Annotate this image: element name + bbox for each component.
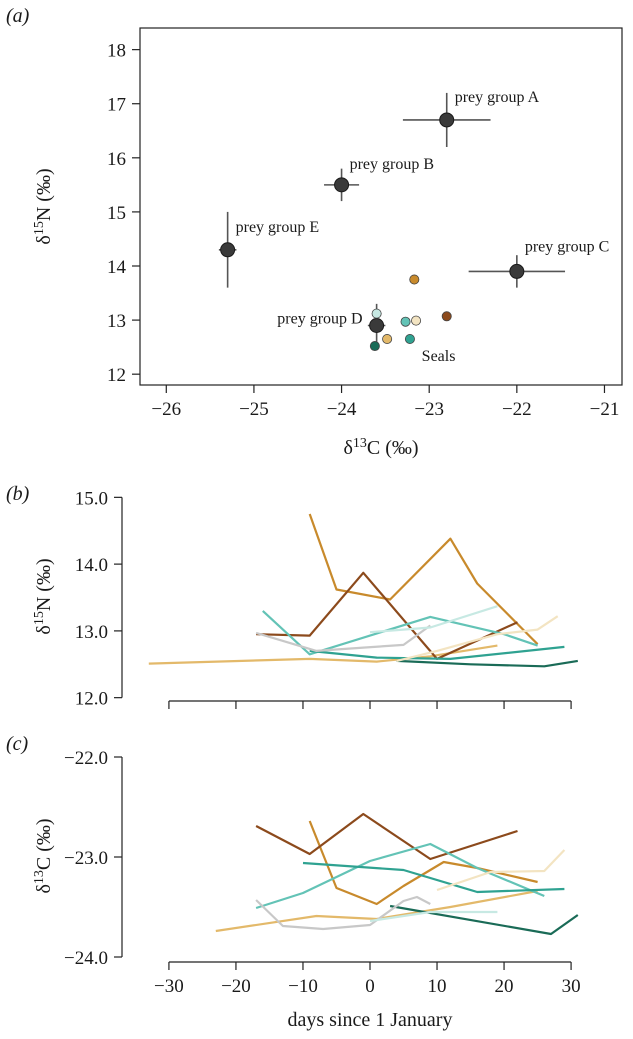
series-line bbox=[389, 904, 579, 936]
axis-label-superscript: 15 bbox=[32, 611, 47, 625]
series-line bbox=[396, 659, 578, 668]
axis-label-superscript: 13 bbox=[32, 870, 47, 884]
prey-group-label: prey group D bbox=[277, 311, 362, 328]
series-line bbox=[255, 624, 431, 653]
x-tick-label-a: −24 bbox=[327, 399, 357, 420]
prey-group-point bbox=[369, 318, 385, 333]
y-tick-label-a: 18 bbox=[107, 41, 126, 62]
x-tick-label-a: −26 bbox=[151, 399, 181, 420]
y-axis-label-a: δ15N (‰) bbox=[32, 168, 56, 244]
prey-group-point bbox=[334, 177, 350, 193]
seal-point bbox=[382, 334, 393, 345]
y-tick-label-a: 14 bbox=[107, 257, 127, 278]
x-tick-label-c: 10 bbox=[428, 976, 447, 997]
prey-group-label: prey group B bbox=[350, 156, 434, 173]
seals-label: Seals bbox=[422, 348, 456, 365]
panel-b: (b) 12.0 13.0 14.0 15.0 δ15N (‰) bbox=[6, 483, 578, 710]
series-line bbox=[255, 812, 518, 861]
axis-label-suffix: C (‰) bbox=[367, 437, 419, 459]
series-line bbox=[369, 910, 498, 923]
prey-group-point bbox=[509, 263, 525, 279]
panel-label-a: (a) bbox=[6, 5, 30, 27]
axis-label-prefix: δ bbox=[33, 884, 55, 893]
series-line bbox=[436, 849, 566, 892]
axis-label-prefix: δ bbox=[33, 235, 55, 244]
x-tick-label-a: −21 bbox=[590, 399, 620, 420]
x-tick-label-c: 20 bbox=[495, 976, 514, 997]
y-tick-label-b: 14.0 bbox=[75, 555, 108, 576]
x-tick-label-c: −10 bbox=[288, 976, 318, 997]
x-axis-label-c: days since 1 January bbox=[288, 1009, 453, 1031]
plot-frame-a bbox=[139, 27, 623, 386]
seal-point bbox=[371, 308, 382, 319]
axis-label-suffix: N (‰) bbox=[33, 168, 55, 221]
prey-group-label: prey group A bbox=[455, 89, 540, 106]
seal-point bbox=[369, 341, 380, 352]
x-tick-label-a: −22 bbox=[502, 399, 532, 420]
series-line bbox=[255, 895, 431, 931]
y-tick-label-c: −22.0 bbox=[64, 748, 108, 769]
axis-label-prefix: δ bbox=[33, 625, 55, 634]
prey-group-point bbox=[220, 242, 236, 258]
series-line bbox=[369, 605, 498, 634]
x-tick-label-c: 30 bbox=[562, 976, 581, 997]
series-line bbox=[396, 615, 559, 662]
seal-point bbox=[441, 311, 452, 322]
y-tick-label-a: 12 bbox=[107, 365, 126, 386]
series-line bbox=[256, 571, 518, 661]
panel-c: (c) −24.0 −23.0 −22.0 −30 −20 −10 0 10 20 30 δ13C (… bbox=[6, 733, 581, 1031]
x-axis-label-a: δ13C (‰) bbox=[343, 436, 418, 460]
seal-point bbox=[409, 274, 420, 285]
seal-point bbox=[404, 334, 415, 345]
y-tick-label-b: 15.0 bbox=[75, 488, 108, 509]
x-tick-label-a: −23 bbox=[414, 399, 444, 420]
prey-group-label: prey group E bbox=[236, 219, 320, 236]
y-tick-label-b: 13.0 bbox=[75, 622, 108, 643]
y-tick-label-a: 15 bbox=[107, 203, 126, 224]
panel-label-b: (b) bbox=[6, 483, 30, 505]
axis-label-prefix: δ bbox=[343, 437, 352, 459]
seal-point bbox=[400, 316, 411, 327]
prey-group-label: prey group C bbox=[525, 238, 609, 255]
y-tick-label-a: 16 bbox=[107, 149, 126, 170]
prey-group-point bbox=[439, 112, 455, 128]
x-tick-label-c: −30 bbox=[154, 976, 184, 997]
y-axis-label-b: δ15N (‰) bbox=[32, 558, 56, 634]
y-tick-label-b: 12.0 bbox=[75, 689, 108, 710]
axis-label-suffix: N (‰) bbox=[33, 558, 55, 611]
axis-label-superscript: 13 bbox=[353, 436, 367, 451]
series-line bbox=[302, 861, 565, 894]
seal-point bbox=[411, 315, 422, 326]
x-tick-label-c: 0 bbox=[365, 976, 375, 997]
x-tick-label-a: −25 bbox=[239, 399, 269, 420]
series-line bbox=[309, 645, 565, 661]
y-axis-label-c: δ13C (‰) bbox=[32, 818, 56, 893]
axis-label-superscript: 15 bbox=[32, 221, 47, 235]
panel-label-c: (c) bbox=[6, 733, 29, 755]
y-tick-label-a: 13 bbox=[107, 311, 126, 332]
y-tick-label-c: −24.0 bbox=[64, 948, 108, 969]
axis-label-suffix: C (‰) bbox=[33, 818, 55, 870]
y-tick-label-c: −23.0 bbox=[64, 848, 108, 869]
y-tick-label-a: 17 bbox=[107, 95, 126, 116]
x-tick-label-c: −20 bbox=[221, 976, 251, 997]
series-line bbox=[308, 513, 539, 645]
